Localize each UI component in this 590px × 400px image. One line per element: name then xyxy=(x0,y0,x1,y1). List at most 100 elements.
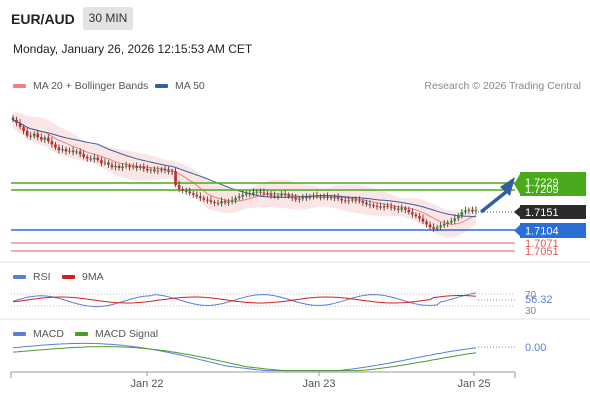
candle xyxy=(262,192,266,194)
candle xyxy=(36,133,40,138)
x-tick-label: Jan 25 xyxy=(457,378,490,390)
candle xyxy=(96,157,100,161)
price-label: 1.7051 xyxy=(525,246,559,258)
candle xyxy=(343,200,347,202)
rsi-legend-label: RSI xyxy=(33,271,51,283)
candle xyxy=(32,133,36,137)
price-label: 1.7229 xyxy=(525,177,559,189)
candle xyxy=(414,214,418,217)
ma20-legend-swatch xyxy=(13,84,26,88)
candle xyxy=(446,222,450,225)
candle xyxy=(365,202,368,205)
x-tick-label: Jan 23 xyxy=(302,378,335,390)
candle xyxy=(269,194,273,196)
price-label: 1.7071 xyxy=(525,238,559,250)
candle xyxy=(407,209,411,213)
ma50-legend-label: MA 50 xyxy=(175,80,205,92)
candle xyxy=(216,202,220,204)
candle xyxy=(160,169,163,171)
candle xyxy=(333,197,336,199)
candle xyxy=(319,196,322,198)
rsi-ma-legend-swatch xyxy=(62,275,75,279)
candle xyxy=(464,210,467,213)
candle xyxy=(71,150,75,153)
candle xyxy=(138,166,142,169)
rsi-ma-legend-label: 9MA xyxy=(82,271,104,283)
candle xyxy=(223,201,227,203)
candle xyxy=(177,184,181,189)
candle xyxy=(195,194,199,197)
candle xyxy=(418,216,421,219)
candle xyxy=(259,191,262,193)
candle xyxy=(92,157,96,160)
price-label-pointer xyxy=(514,225,520,236)
candle xyxy=(347,200,351,202)
price-label: 1.7209 xyxy=(525,184,559,196)
candle xyxy=(389,206,393,208)
candle xyxy=(209,200,213,202)
candle xyxy=(432,227,435,229)
candle xyxy=(358,200,361,202)
candle xyxy=(191,193,195,195)
candle xyxy=(297,198,301,200)
candle xyxy=(308,196,312,198)
signal-legend-label: MACD Signal xyxy=(95,328,159,340)
candle xyxy=(315,195,319,197)
macd-signal-line xyxy=(12,346,477,372)
candle xyxy=(350,199,354,201)
candle xyxy=(435,227,439,229)
candle xyxy=(283,194,287,196)
macd-legend-swatch xyxy=(13,332,26,336)
candle xyxy=(474,210,478,212)
candle xyxy=(149,169,153,171)
x-tick-label: Jan 22 xyxy=(130,378,163,390)
candle xyxy=(68,150,71,152)
candle xyxy=(457,215,460,219)
price-label-pointer xyxy=(514,174,520,194)
candle xyxy=(64,149,68,152)
candle xyxy=(428,224,432,228)
candle xyxy=(181,188,184,191)
candle xyxy=(117,166,121,169)
timestamp: Monday, January 26, 2026 12:15:53 AM CET xyxy=(13,42,253,56)
candle xyxy=(18,123,22,127)
candle xyxy=(354,199,358,201)
candle xyxy=(294,197,298,200)
ma50-line xyxy=(12,119,477,218)
candle xyxy=(43,137,47,140)
candle xyxy=(382,205,386,208)
candle xyxy=(280,194,283,196)
candle xyxy=(170,171,174,173)
candle xyxy=(375,205,379,207)
macd-legend-label: MACD xyxy=(33,328,64,340)
candle xyxy=(135,166,139,169)
ma50-legend-swatch xyxy=(155,84,168,88)
candle xyxy=(220,201,223,204)
candle xyxy=(290,196,294,198)
timeframe-button[interactable]: 30 MIN xyxy=(83,7,133,30)
rsi-value: 56.32 xyxy=(525,294,553,306)
candle xyxy=(75,151,78,153)
candle xyxy=(305,197,308,199)
candle xyxy=(471,209,474,212)
candle xyxy=(167,170,170,172)
candle xyxy=(22,126,25,131)
candle xyxy=(142,166,146,169)
candle xyxy=(174,171,177,185)
macd-value: 0.00 xyxy=(525,342,546,354)
candle xyxy=(163,169,167,171)
candle xyxy=(248,193,252,195)
candle xyxy=(421,218,425,222)
candle xyxy=(100,160,103,164)
candle xyxy=(184,190,188,192)
candle xyxy=(442,224,446,226)
candle xyxy=(467,209,471,211)
candle xyxy=(340,198,343,201)
candle xyxy=(439,225,442,228)
candle xyxy=(54,144,57,148)
candle xyxy=(61,149,64,151)
candle xyxy=(312,195,315,197)
candle xyxy=(57,147,61,151)
candle xyxy=(199,196,202,198)
